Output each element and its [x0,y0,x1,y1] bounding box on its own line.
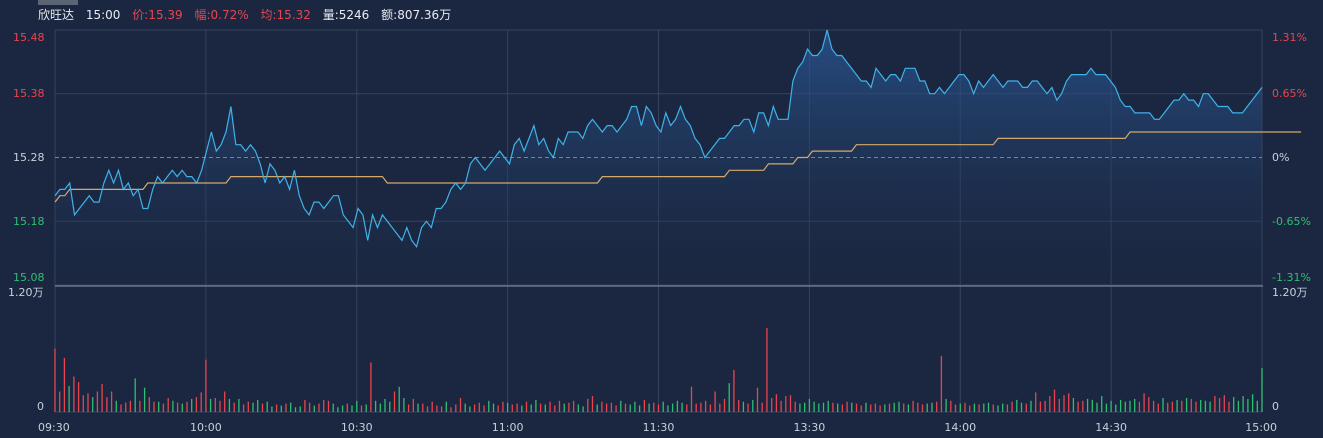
volume-bars [54,328,1263,412]
price-tick-label: 15.48 [13,31,45,44]
volume-zero-label: 0 [37,400,44,413]
pct-tick-label: 0.65% [1272,87,1307,100]
avg-price-label: 均:15.32 [260,8,311,22]
time-tick-label: 09:30 [38,421,70,434]
time-tick-label: 13:30 [794,421,826,434]
time-tick-label: 11:00 [492,421,524,434]
price-tick-label: 15.18 [13,215,45,228]
stock-name: 欣旺达 [38,8,75,22]
price-label: 价:15.39 [132,8,183,22]
amount-label: 额:807.36万 [381,8,452,22]
change-label: 幅:0.72% [194,8,249,22]
time-tick-label: 10:00 [190,421,222,434]
axis-labels: 15.48 15.38 15.28 15.18 15.08 1.31% 0.65% 0% -0.… [8,31,1311,434]
volume-zero-label-right: 0 [1272,400,1279,413]
volume-max-label: 1.20万 [8,286,44,299]
avg-price-line [54,131,1302,203]
pct-tick-label: 1.31% [1272,31,1307,44]
volume-max-label-right: 1.20万 [1272,286,1308,299]
volume-label: 量:5246 [322,8,370,22]
quote-info-bar: 欣旺达 15:00 价:15.39 幅:0.72% 均:15.32 量:5246… [38,6,459,26]
price-tick-label: 15.38 [13,87,45,100]
pct-tick-label: 0% [1272,151,1289,164]
active-tab-indicator [38,0,78,5]
time-tick-label: 10:30 [341,421,373,434]
pct-tick-label: -1.31% [1272,271,1311,284]
pct-tick-label: -0.65% [1272,215,1311,228]
time-tick-label: 14:30 [1095,421,1127,434]
quote-time: 15:00 [85,8,121,22]
price-line [54,29,1263,249]
price-tick-label: 15.28 [13,151,45,164]
time-tick-label: 11:30 [643,421,675,434]
time-tick-label: 14:00 [944,421,976,434]
time-tick-label: 15:00 [1245,421,1277,434]
price-tick-label: 15.08 [13,271,45,284]
